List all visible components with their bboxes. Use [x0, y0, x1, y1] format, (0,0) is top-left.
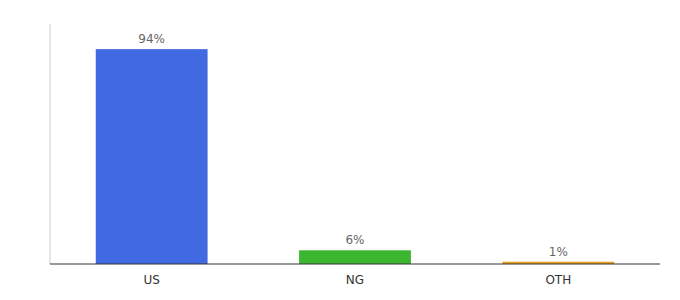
bar — [96, 49, 208, 264]
x-axis-line — [50, 263, 660, 264]
data-label: 1% — [549, 245, 568, 259]
chart-container: 94% 6% 1% US NG OTH — [0, 0, 680, 300]
x-tick-label: OTH — [545, 273, 571, 287]
x-tick-label: US — [143, 273, 159, 287]
y-axis-line — [50, 24, 51, 264]
chart-svg: 94% 6% 1% US NG OTH — [0, 0, 680, 300]
x-tick-label: NG — [346, 273, 364, 287]
data-label: 6% — [345, 233, 364, 247]
bar — [299, 250, 411, 264]
data-label: 94% — [138, 32, 165, 46]
bars — [96, 49, 615, 264]
